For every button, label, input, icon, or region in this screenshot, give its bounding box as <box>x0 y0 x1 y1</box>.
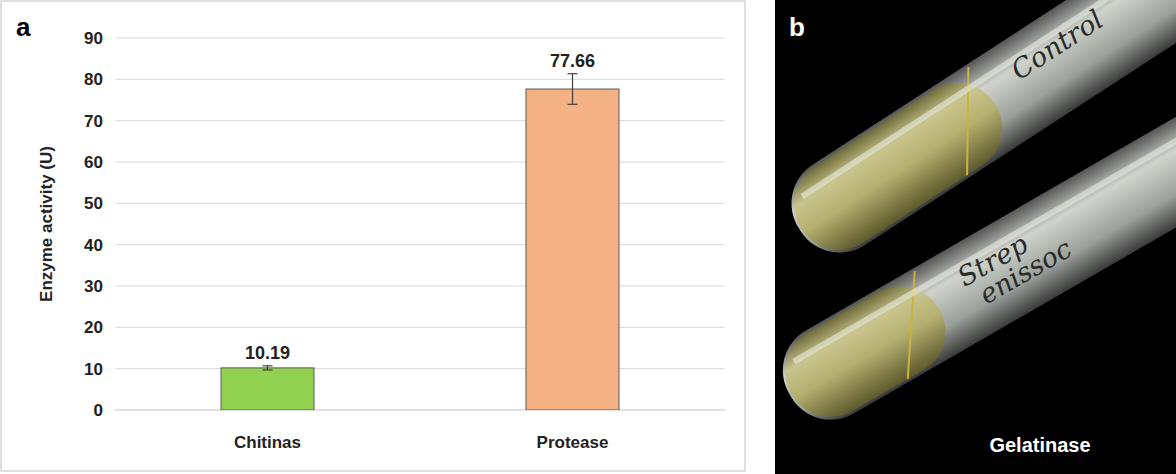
grid-line <box>115 244 725 245</box>
tube-label: enissoc <box>974 233 1077 310</box>
y-tick-label: 90 <box>84 29 103 48</box>
y-tick-label: 60 <box>84 153 103 172</box>
grid-line <box>115 286 725 287</box>
tube-medium <box>775 270 961 433</box>
slant-surface <box>918 67 1017 175</box>
y-tick-label: 50 <box>84 194 103 213</box>
error-bar <box>568 74 578 105</box>
grid-line <box>115 327 725 328</box>
x-tick-label: Chitinas <box>234 433 301 452</box>
grid-line <box>115 203 725 204</box>
panel-frame <box>1 1 745 471</box>
y-tick-label: 70 <box>84 112 103 131</box>
bar <box>221 368 314 410</box>
grid-line <box>115 120 725 121</box>
y-axis-title: Enzyme activity (U) <box>37 146 56 302</box>
tube-glass <box>775 73 1176 436</box>
error-bar <box>263 366 273 370</box>
photo-caption: Gelatinase <box>989 434 1090 456</box>
y-tick-label: 20 <box>84 318 103 337</box>
data-label: 10.19 <box>245 343 290 363</box>
y-tick-label: 0 <box>94 401 103 420</box>
y-tick-label: 30 <box>84 277 103 296</box>
panel-letter: b <box>789 12 805 42</box>
slant-surface <box>863 271 960 379</box>
y-tick-label: 10 <box>84 360 103 379</box>
tube-label: Control <box>1005 4 1108 86</box>
grid-line <box>115 79 725 80</box>
grid-line <box>115 368 725 369</box>
panel-letter: a <box>16 12 31 42</box>
tube-highlight <box>792 99 1176 364</box>
grid-line <box>115 38 725 39</box>
bars <box>221 74 619 410</box>
y-tick-label: 40 <box>84 236 103 255</box>
panel-b: ControlStrepenissocbGelatinase <box>766 0 1176 474</box>
bar <box>526 89 619 410</box>
grid-line <box>115 162 725 163</box>
figure: a 0 10 20 30 40 50 60 70 80 90 Enzyme activity (U) 1… <box>0 0 1176 474</box>
tubes: ControlStrepenissoc <box>775 0 1176 437</box>
panel-a: a 0 10 20 30 40 50 60 70 80 90 Enzyme activity (U) 1… <box>1 1 745 471</box>
data-label: 77.66 <box>550 51 595 71</box>
grid-line <box>115 410 725 411</box>
tube: Strepenissoc <box>775 73 1176 436</box>
x-tick-label: Protease <box>537 433 609 452</box>
y-tick-label: 80 <box>84 70 103 89</box>
